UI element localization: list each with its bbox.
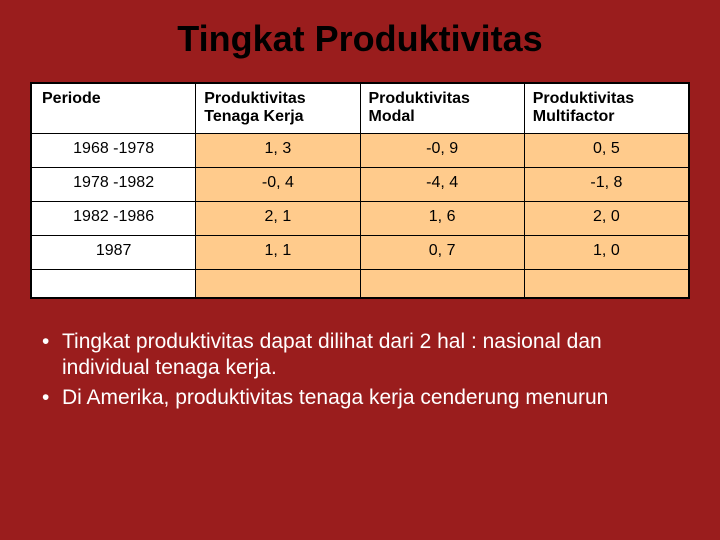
table-row: 1987 1, 1 0, 7 1, 0 [32,235,689,269]
col-header-periode: Periode [32,84,196,134]
cell-value: -0, 4 [196,167,360,201]
cell-empty [360,269,524,297]
cell-value: 2, 1 [196,201,360,235]
bullet-item: Di Amerika, produktivitas tenaga kerja c… [40,385,680,411]
cell-empty [32,269,196,297]
slide-title: Tingkat Produktivitas [30,18,690,60]
table-row: 1978 -1982 -0, 4 -4, 4 -1, 8 [32,167,689,201]
slide: Tingkat Produktivitas Periode Produktivi… [0,0,720,540]
productivity-table: Periode Produktivitas Tenaga Kerja Produ… [31,83,689,298]
cell-value: 1, 3 [196,133,360,167]
cell-value: 1, 6 [360,201,524,235]
col-header-modal: Produktivitas Modal [360,84,524,134]
col-header-tenaga-kerja: Produktivitas Tenaga Kerja [196,84,360,134]
cell-periode: 1982 -1986 [32,201,196,235]
bullet-list: Tingkat produktivitas dapat dilihat dari… [40,329,680,412]
productivity-table-container: Periode Produktivitas Tenaga Kerja Produ… [30,82,690,299]
cell-value: 0, 5 [524,133,688,167]
cell-value: -4, 4 [360,167,524,201]
table-row: 1968 -1978 1, 3 -0, 9 0, 5 [32,133,689,167]
cell-value: -0, 9 [360,133,524,167]
cell-value: 0, 7 [360,235,524,269]
table-row: 1982 -1986 2, 1 1, 6 2, 0 [32,201,689,235]
cell-value: 1, 1 [196,235,360,269]
cell-empty [524,269,688,297]
bullet-item: Tingkat produktivitas dapat dilihat dari… [40,329,680,382]
cell-value: 2, 0 [524,201,688,235]
cell-value: -1, 8 [524,167,688,201]
cell-empty [196,269,360,297]
table-row-empty [32,269,689,297]
cell-periode: 1968 -1978 [32,133,196,167]
table-header-row: Periode Produktivitas Tenaga Kerja Produ… [32,84,689,134]
cell-periode: 1987 [32,235,196,269]
cell-value: 1, 0 [524,235,688,269]
col-header-multifactor: Produktivitas Multifactor [524,84,688,134]
cell-periode: 1978 -1982 [32,167,196,201]
